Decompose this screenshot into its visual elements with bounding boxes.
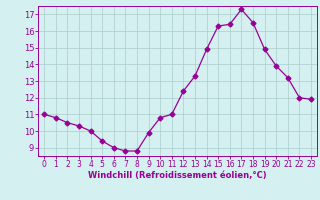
X-axis label: Windchill (Refroidissement éolien,°C): Windchill (Refroidissement éolien,°C)	[88, 171, 267, 180]
